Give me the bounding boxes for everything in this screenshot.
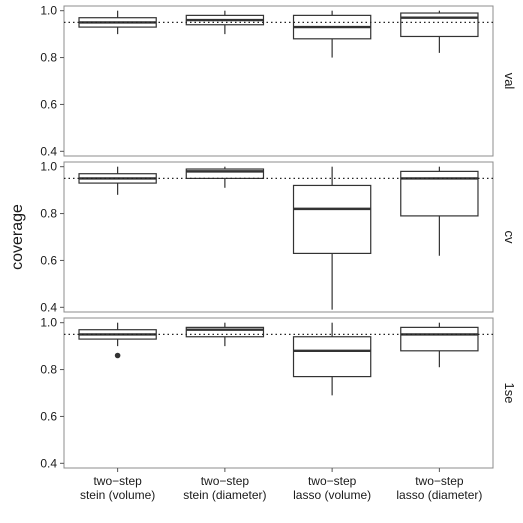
panel-1se: 0.4 0.6 0.8 1.0 1se [40, 316, 517, 471]
y-tick-label: 0.6 [40, 253, 57, 267]
x-category-label: two−step [308, 474, 357, 488]
x-category-label: two−step [201, 474, 250, 488]
x-category-label: stein (volume) [80, 488, 155, 502]
x-category-label: two−step [93, 474, 142, 488]
y-tick-label: 1.0 [40, 160, 57, 174]
outlier-point [114, 352, 121, 359]
y-tick-label: 0.4 [40, 300, 57, 314]
box-body [292, 336, 372, 378]
box-cv-3 [292, 166, 372, 310]
x-category-label: two−step [415, 474, 464, 488]
facet-label-1se: 1se [502, 383, 517, 404]
x-category-label: lasso (volume) [293, 488, 371, 502]
box-body [400, 326, 479, 352]
box-val-2 [185, 10, 265, 35]
box-1se-2 [185, 322, 265, 347]
y-tick-label: 0.6 [40, 409, 57, 423]
box-body [185, 326, 265, 338]
y-tick-label: 0.4 [40, 456, 57, 470]
y-axis-title: coverage [9, 204, 26, 270]
y-tick-label: 1.0 [40, 4, 57, 18]
y-tick-label: 1.0 [40, 316, 57, 330]
panel-cv: 0.4 0.6 0.8 1.0 cv [40, 160, 517, 315]
box-1se-3 [292, 322, 372, 396]
panel-val: 0.4 0.6 0.8 1.0 val [40, 4, 517, 159]
y-tick-label: 0.8 [40, 363, 57, 377]
panels-group: 0.4 0.6 0.8 1.0 val 0.4 0.6 0.8 1.0 cv 0.4 0.6 0.8 1.… [40, 4, 517, 471]
y-tick-label: 0.8 [40, 207, 57, 221]
facet-label-cv: cv [502, 231, 517, 245]
box-body [292, 184, 372, 255]
facet-label-val: val [502, 73, 517, 90]
y-tick-label: 0.6 [40, 97, 57, 111]
y-tick-label: 0.8 [40, 51, 57, 65]
x-category-label: lasso (diameter) [396, 488, 482, 502]
y-tick-label: 0.4 [40, 144, 57, 158]
box-cv-2 [185, 166, 265, 188]
box-body [185, 168, 265, 180]
box-val-4 [400, 10, 479, 53]
x-category-label: stein (diameter) [183, 488, 266, 502]
box-val-3 [292, 10, 372, 58]
